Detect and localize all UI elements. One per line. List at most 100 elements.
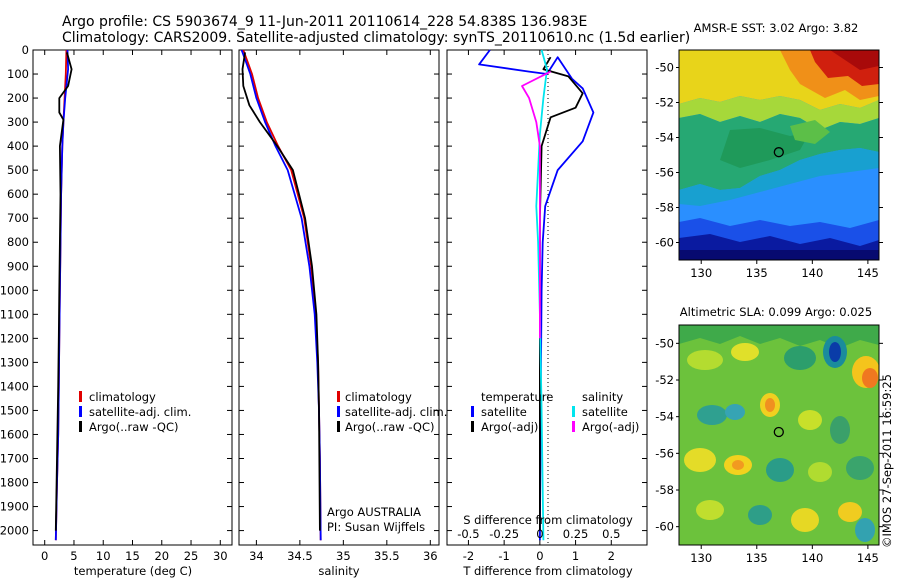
difference-legend: temperature satellite Argo(-adj) salinit…	[471, 390, 639, 434]
y-tick-label: 2000	[0, 524, 29, 538]
legend-swatch-climatology	[79, 391, 82, 402]
x-tick-label: 35	[336, 549, 351, 563]
salinity-panel: 34 34.5 35 35.5 36 climatology satellite-adj…	[238, 49, 447, 578]
y-tick-label: 700	[7, 211, 29, 225]
y-tick-label: -54	[655, 131, 674, 145]
x-tick-label: -2	[463, 549, 474, 563]
legend-swatch-temp-argo	[471, 421, 474, 432]
legend-title-temperature: temperature	[481, 390, 553, 404]
x-tick-label: 36	[423, 549, 438, 563]
legend-swatch-temp-satellite	[471, 406, 474, 417]
legend-label-satellite: satellite-adj. clim.	[345, 405, 447, 419]
sst-heatmap	[679, 50, 879, 260]
series-line	[241, 52, 321, 531]
x-tick-label: 0	[41, 549, 48, 563]
legend-label-climatology: climatology	[89, 390, 156, 404]
x-tick-label: 130	[690, 266, 712, 280]
series-line	[478, 49, 595, 541]
legend-label-sal-argo: Argo(-adj)	[582, 420, 639, 434]
x-tick-label: 145	[857, 266, 879, 280]
legend-swatch-sal-argo	[572, 421, 575, 432]
y-tick-label: 800	[7, 235, 29, 249]
y-tick-label: 1400	[0, 379, 29, 393]
salinity-ticks: 34 34.5 35 35.5 36	[239, 49, 439, 563]
y-tick-label: -58	[655, 201, 674, 215]
s-tick-label: -0.5	[457, 527, 479, 541]
difference-ticks: -2 -1 0 1 2	[447, 49, 647, 563]
temperature-lines	[54, 49, 73, 541]
temperature-xlabel: temperature (deg C)	[74, 564, 192, 578]
y-tick-label: -50	[655, 336, 674, 350]
argo-float-marker	[773, 147, 784, 158]
temperature-panel: 0 5 10 15 20 25 300100200300400500600700800900…	[0, 43, 233, 578]
sla-map-title: Altimetric SLA: 0.099 Argo: 0.025	[680, 305, 872, 319]
argo-float-marker	[773, 426, 784, 438]
figure-title-line2: Climatology: CARS2009. Satellite-adjuste…	[62, 30, 690, 46]
s-tick-label: 0.5	[602, 527, 620, 541]
legend-swatch-sal-satellite	[572, 406, 575, 417]
y-tick-label: 400	[7, 139, 29, 153]
legend-swatch-argo	[79, 421, 82, 432]
y-tick-label: 300	[7, 115, 29, 129]
s-difference-label: S difference from climatology	[463, 513, 633, 527]
y-tick-label: -52	[655, 96, 674, 110]
sla-heatmap	[679, 325, 879, 545]
legend-label-temp-argo: Argo(-adj)	[481, 420, 538, 434]
y-tick-label: 100	[7, 67, 29, 81]
salinity-xlabel: salinity	[318, 564, 359, 578]
x-tick-label: 10	[96, 549, 111, 563]
y-tick-label: 1500	[0, 403, 29, 417]
temperature-axes	[32, 49, 233, 546]
legend-title-salinity: salinity	[582, 390, 623, 404]
temperature-legend: climatology satellite-adj. clim. Argo(..…	[79, 390, 191, 434]
x-tick-label: 34	[249, 549, 264, 563]
s-tick-label: 0	[536, 527, 543, 541]
series-line	[521, 70, 552, 339]
x-tick-label: 2	[608, 549, 615, 563]
y-tick-label: 1000	[0, 283, 29, 297]
y-tick-label: -60	[655, 236, 674, 250]
figure-title-line1: Argo profile: CS 5903674_9 11-Jun-2011 2…	[62, 14, 587, 30]
x-tick-label: 130	[690, 551, 712, 565]
y-tick-label: 600	[7, 187, 29, 201]
series-line	[54, 52, 73, 531]
y-tick-label: -52	[655, 373, 674, 387]
x-tick-label: 0	[536, 549, 543, 563]
y-tick-label: 1900	[0, 500, 29, 514]
sst-map-frame	[678, 49, 880, 261]
y-tick-label: -50	[655, 61, 674, 75]
series-line	[535, 49, 548, 541]
y-tick-label: 1800	[0, 476, 29, 490]
y-tick-label: -54	[655, 410, 674, 424]
salinity-axes	[238, 49, 440, 546]
x-tick-label: 135	[746, 551, 768, 565]
y-tick-label: 0	[22, 43, 29, 57]
legend-label-temp-satellite: satellite	[481, 405, 527, 419]
x-tick-label: 20	[154, 549, 169, 563]
sst-map-ticks: 130 135 140 145 -50 -52 -54 -56 -58 -60	[655, 61, 883, 280]
x-tick-label: 35.5	[374, 549, 400, 563]
y-tick-label: 1300	[0, 355, 29, 369]
x-tick-label: 15	[125, 549, 140, 563]
s-tick-label: -0.25	[489, 527, 519, 541]
temperature-ticks: 0 5 10 15 20 25 300100200300400500600700800900…	[0, 43, 232, 563]
y-tick-label: 1100	[0, 307, 29, 321]
legend-label-satellite: satellite-adj. clim.	[89, 405, 191, 419]
t-difference-label: T difference from climatology	[462, 564, 633, 578]
legend-label-argo: Argo(..raw -QC)	[345, 420, 435, 434]
legend-swatch-satellite	[337, 406, 340, 417]
y-tick-label: 1700	[0, 451, 29, 465]
legend-swatch-argo	[337, 421, 340, 432]
legend-label-sal-satellite: satellite	[582, 405, 628, 419]
salinity-lines	[240, 49, 322, 541]
sst-map-panel: AMSR-E SST: 3.02 Argo: 3.82 130 135 140 145…	[655, 21, 883, 280]
legend-swatch-climatology	[337, 391, 340, 402]
y-tick-label: 500	[7, 163, 29, 177]
legend-label-argo: Argo(..raw -QC)	[89, 420, 179, 434]
x-tick-label: -1	[498, 549, 509, 563]
x-tick-label: 135	[746, 266, 768, 280]
y-tick-label: 200	[7, 91, 29, 105]
y-tick-label: 900	[7, 259, 29, 273]
sla-map-panel: Altimetric SLA: 0.099 Argo: 0.025	[655, 305, 883, 565]
